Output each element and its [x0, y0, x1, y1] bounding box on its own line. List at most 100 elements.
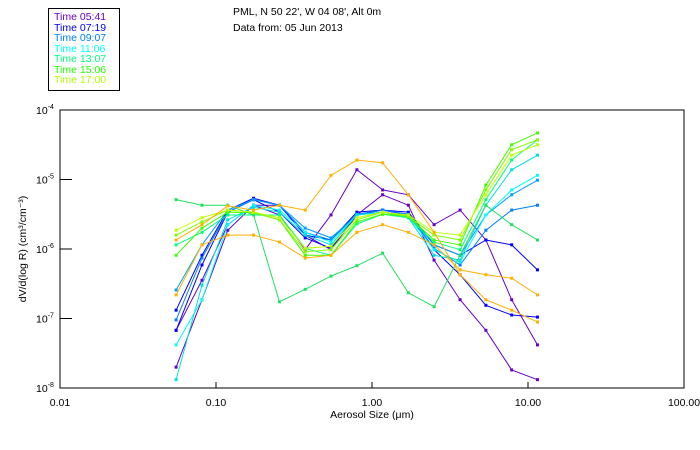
data-point — [510, 298, 514, 302]
data-point — [277, 208, 281, 212]
data-point — [484, 328, 488, 332]
data-point — [200, 278, 204, 282]
legend-item: Time 13:07 — [54, 53, 107, 65]
data-point — [303, 233, 307, 237]
data-point — [200, 253, 204, 257]
data-point — [277, 210, 281, 214]
data-point — [535, 343, 539, 347]
legend-item: Time 07:19 — [54, 21, 107, 34]
data-point — [226, 213, 230, 217]
data-point — [458, 260, 462, 264]
data-point — [200, 203, 204, 207]
data-point — [226, 218, 230, 222]
legend-item: Time 05:41 — [54, 11, 107, 23]
data-point — [381, 161, 385, 165]
data-point — [510, 243, 514, 247]
data-point — [200, 263, 204, 267]
data-point — [535, 138, 539, 142]
data-point — [200, 256, 204, 260]
data-point — [252, 205, 256, 209]
data-point — [200, 226, 204, 230]
data-point — [303, 250, 307, 254]
data-point — [329, 213, 333, 217]
data-point — [535, 378, 539, 382]
data-point — [200, 283, 204, 287]
data-point — [355, 210, 359, 214]
x-tick-label: 0.01 — [50, 397, 71, 409]
data-point — [406, 210, 410, 214]
legend-item: Time 15:06 — [54, 63, 107, 76]
y-tick-exponent: -6 — [48, 243, 54, 250]
legend-item: Time 09:07 — [54, 32, 107, 44]
x-tick-label: 1.00 — [362, 397, 383, 409]
data-point — [226, 233, 230, 237]
data-point — [510, 193, 514, 197]
data-point — [381, 251, 385, 255]
data-point — [381, 188, 385, 192]
data-point — [535, 131, 539, 135]
data-point — [277, 213, 281, 217]
data-point — [200, 230, 204, 234]
data-point — [329, 173, 333, 177]
data-point — [174, 328, 178, 332]
data-point — [226, 204, 230, 208]
x-tick-label: 10.00 — [515, 397, 541, 409]
data-point — [535, 238, 539, 242]
data-point — [484, 188, 488, 192]
data-point — [432, 305, 436, 309]
data-point — [200, 223, 204, 227]
data-point — [277, 240, 281, 244]
data-point — [174, 343, 178, 347]
data-point — [510, 148, 514, 152]
data-point — [458, 263, 462, 267]
data-point — [226, 208, 230, 212]
y-axis-label: dV/d(log R) (cm³/cm⁻³) — [17, 196, 29, 302]
data-point — [458, 208, 462, 212]
data-point — [355, 213, 359, 217]
data-point — [432, 238, 436, 242]
data-point — [484, 203, 488, 207]
data-point — [381, 212, 385, 216]
data-point — [381, 208, 385, 212]
series-line — [175, 224, 538, 296]
data-point — [303, 236, 307, 240]
chart-title-location: PML, N 50 22', W 04 08', Alt 0m — [233, 6, 382, 18]
data-point — [329, 240, 333, 244]
data-point — [226, 223, 230, 227]
data-point — [458, 238, 462, 242]
data-point — [510, 208, 514, 212]
data-point — [355, 158, 359, 162]
data-point — [406, 213, 410, 217]
data-point — [174, 253, 178, 257]
data-point — [484, 273, 488, 277]
data-point — [535, 320, 539, 324]
data-point — [329, 236, 333, 240]
data-point — [303, 256, 307, 260]
data-point — [174, 293, 178, 297]
data-point — [200, 243, 204, 247]
data-point — [484, 228, 488, 232]
data-point — [432, 240, 436, 244]
data-point — [329, 238, 333, 242]
data-point — [406, 193, 410, 197]
x-axis-label: Aerosol Size (μm) — [330, 409, 414, 421]
data-point — [174, 308, 178, 312]
data-point — [484, 213, 488, 217]
data-point — [355, 218, 359, 222]
data-point — [329, 244, 333, 248]
data-point — [510, 368, 514, 372]
x-tick-label: 0.10 — [206, 397, 227, 409]
data-point — [200, 216, 204, 220]
data-point — [381, 193, 385, 197]
data-point — [277, 216, 281, 220]
legend-item: Time 11:06 — [54, 42, 106, 55]
data-point — [355, 230, 359, 234]
data-point — [406, 230, 410, 234]
data-point — [381, 210, 385, 214]
data-point — [510, 313, 514, 317]
data-point — [355, 216, 359, 220]
data-point — [174, 288, 178, 292]
data-point — [200, 298, 204, 302]
y-tick-exponent: -5 — [48, 174, 54, 181]
